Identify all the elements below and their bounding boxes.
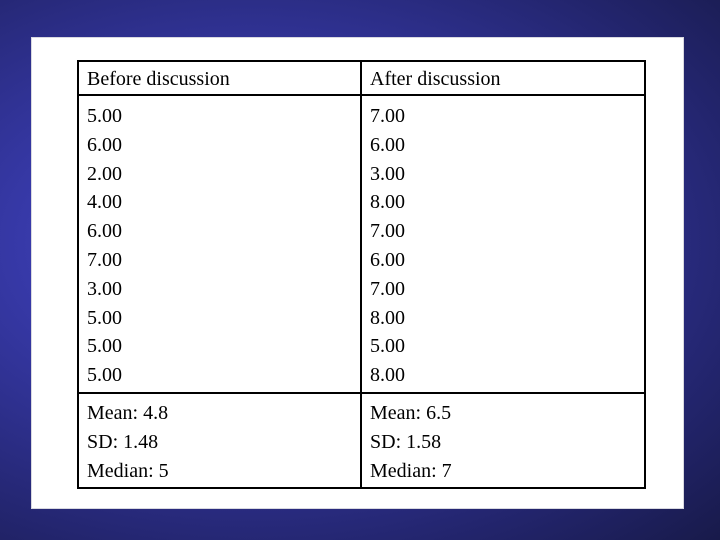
stats-after-discussion: Mean: 6.5 SD: 1.58 Median: 7 [360,391,646,490]
mean-label: Mean: 4.8 [87,401,169,424]
header-before-discussion: Before discussion [77,60,362,96]
value-item: 8.00 [370,191,405,214]
value-item: 3.00 [87,277,122,300]
values-before-discussion: 5.00 6.00 2.00 4.00 6.00 7.00 3.00 5.00 … [77,94,362,394]
value-item: 4.00 [87,191,122,214]
value-item: 2.00 [87,162,122,185]
value-item: 6.00 [370,248,405,271]
value-item: 7.00 [87,248,122,271]
value-item: 8.00 [370,306,405,329]
table-values-row: 5.00 6.00 2.00 4.00 6.00 7.00 3.00 5.00 … [77,94,646,394]
column-header-label: Before discussion [87,68,230,90]
comparison-table: Before discussion After discussion 5.00 … [77,60,646,490]
median-label: Median: 7 [370,459,452,482]
sd-label: SD: 1.58 [370,430,442,453]
value-item: 3.00 [370,162,405,185]
values-after-discussion: 7.00 6.00 3.00 8.00 7.00 6.00 7.00 8.00 … [360,94,646,394]
value-item: 5.00 [87,335,122,358]
stats-before-discussion: Mean: 4.8 SD: 1.48 Median: 5 [77,391,362,490]
column-header-label: After discussion [370,68,501,90]
median-label: Median: 5 [87,459,169,482]
value-item: 5.00 [87,364,122,387]
sd-label: SD: 1.48 [87,430,159,453]
value-item: 6.00 [370,133,405,156]
value-item: 5.00 [87,306,122,329]
value-item: 5.00 [370,335,405,358]
value-item: 7.00 [370,105,405,127]
value-item: 6.00 [87,133,122,156]
header-after-discussion: After discussion [360,60,646,96]
mean-label: Mean: 6.5 [370,401,452,424]
table-stats-row: Mean: 4.8 SD: 1.48 Median: 5 Mean: 6.5 S… [77,391,646,490]
value-item: 5.00 [87,105,122,127]
value-item: 8.00 [370,364,405,387]
value-item: 6.00 [87,220,122,243]
slide-content-panel: Before discussion After discussion 5.00 … [31,37,684,509]
value-item: 7.00 [370,277,405,300]
table-header-row: Before discussion After discussion [77,60,646,96]
value-item: 7.00 [370,220,405,243]
